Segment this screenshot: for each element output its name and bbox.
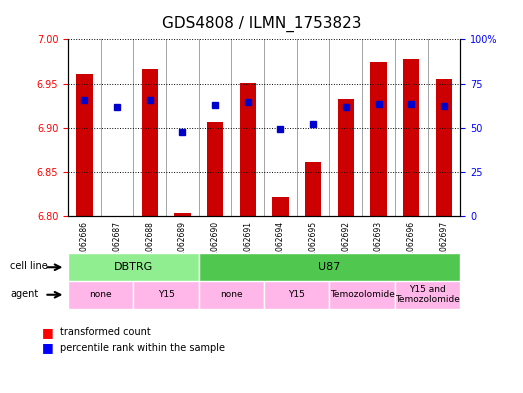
FancyBboxPatch shape: [395, 281, 460, 309]
Text: cell line: cell line: [10, 261, 48, 272]
Text: Y15: Y15: [288, 290, 305, 299]
FancyBboxPatch shape: [199, 281, 264, 309]
Bar: [305, 162, 321, 216]
Text: percentile rank within the sample: percentile rank within the sample: [60, 343, 225, 353]
Bar: [142, 70, 158, 216]
Text: U87: U87: [319, 262, 340, 272]
FancyBboxPatch shape: [264, 281, 329, 309]
FancyBboxPatch shape: [68, 253, 199, 281]
Bar: [403, 59, 419, 216]
Bar: [370, 62, 386, 216]
FancyBboxPatch shape: [199, 253, 460, 281]
Text: Y15 and
Temozolomide: Y15 and Temozolomide: [395, 285, 460, 305]
Text: GDS4808 / ILMN_1753823: GDS4808 / ILMN_1753823: [162, 16, 361, 32]
Text: transformed count: transformed count: [60, 327, 151, 337]
Text: agent: agent: [10, 289, 39, 299]
Text: none: none: [89, 290, 112, 299]
FancyBboxPatch shape: [329, 281, 395, 309]
FancyBboxPatch shape: [68, 281, 133, 309]
Bar: [240, 83, 256, 216]
Text: none: none: [220, 290, 243, 299]
Text: Temozolomide: Temozolomide: [329, 290, 395, 299]
Bar: [338, 99, 354, 216]
Bar: [174, 213, 190, 216]
Text: Y15: Y15: [157, 290, 175, 299]
Text: ■: ■: [42, 341, 53, 354]
FancyBboxPatch shape: [133, 281, 199, 309]
Bar: [436, 79, 452, 216]
Text: DBTRG: DBTRG: [113, 262, 153, 272]
Bar: [76, 74, 93, 216]
Bar: [272, 197, 289, 216]
Bar: [207, 121, 223, 216]
Text: ■: ■: [42, 325, 53, 339]
